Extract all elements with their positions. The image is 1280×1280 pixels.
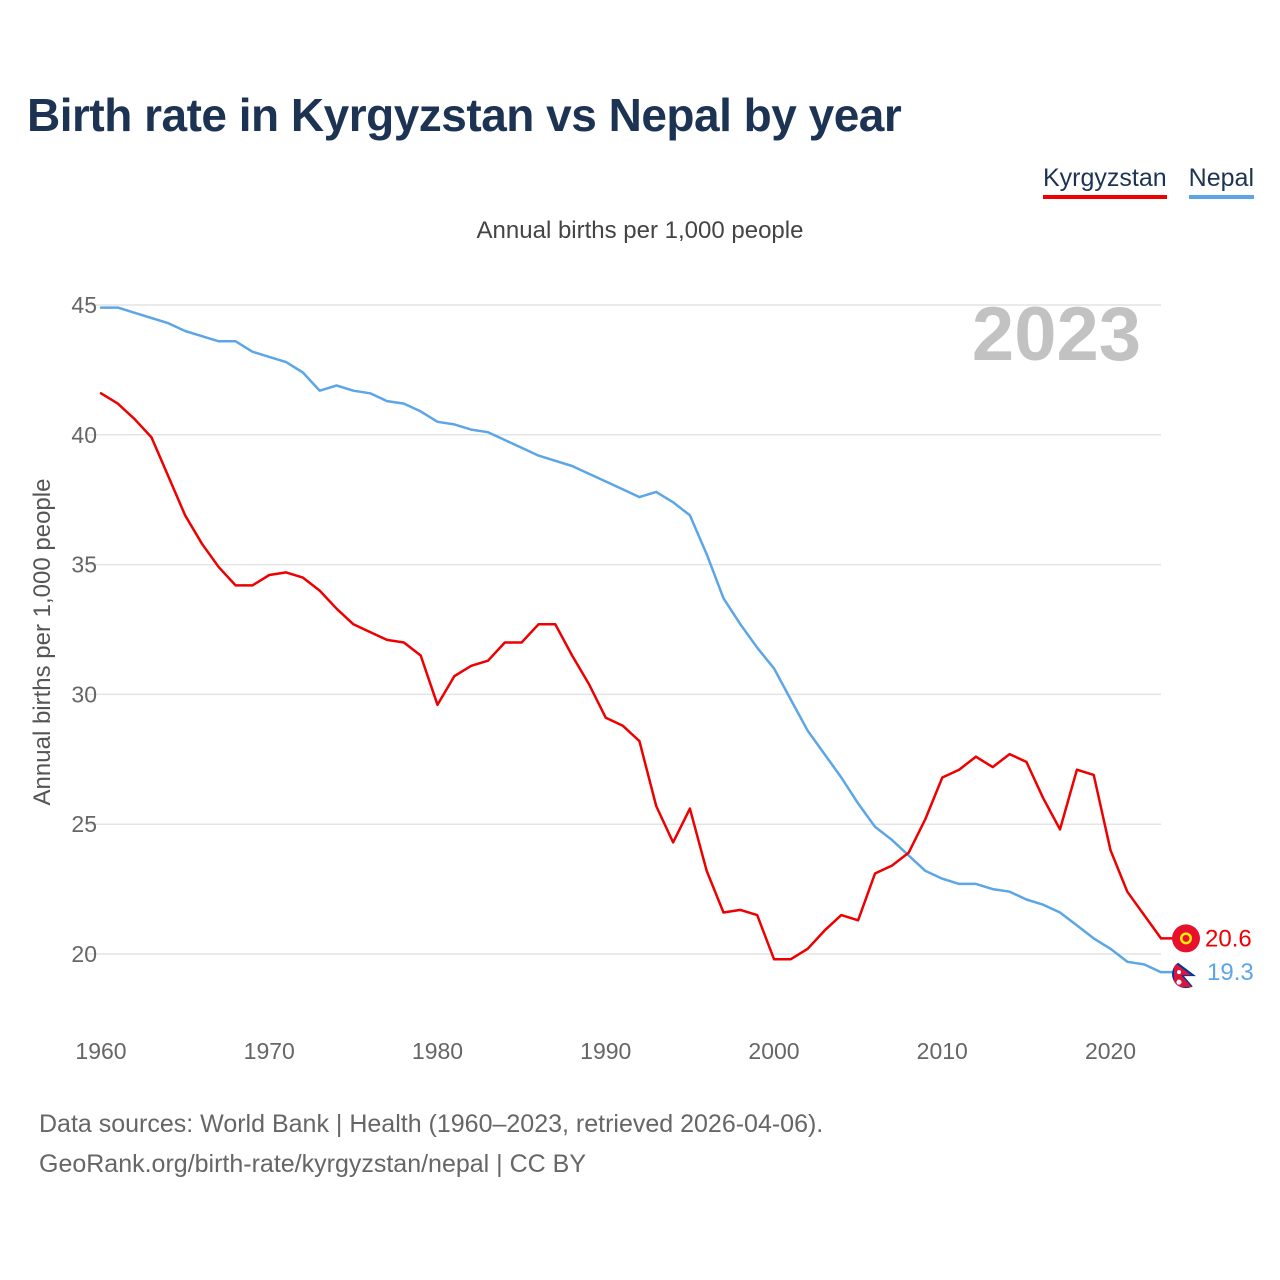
legend: Kyrgyzstan Nepal bbox=[1043, 164, 1254, 199]
series-line-nepal bbox=[99, 306, 1163, 974]
y-tick-label-30: 30 bbox=[71, 681, 97, 707]
chart-subtitle: Annual births per 1,000 people bbox=[476, 217, 804, 244]
kyrgyzstan-flag-icon bbox=[1172, 924, 1200, 953]
y-tick-label-20: 20 bbox=[71, 941, 97, 967]
y-tick-label-40: 40 bbox=[71, 422, 97, 448]
nepal-end-value-label: 19.3 bbox=[1207, 959, 1254, 986]
chart-title: Birth rate in Kyrgyzstan vs Nepal by yea… bbox=[27, 89, 902, 141]
x-tick-label-1980: 1980 bbox=[412, 1038, 463, 1064]
y-axis-title: Annual births per 1,000 people bbox=[29, 479, 56, 806]
x-tick-label-1960: 1960 bbox=[75, 1038, 126, 1064]
y-tick-label-25: 25 bbox=[71, 811, 97, 837]
x-tick-label-2000: 2000 bbox=[748, 1038, 799, 1064]
y-tick-label-45: 45 bbox=[71, 292, 97, 318]
footer: Data sources: World Bank | Health (1960–… bbox=[39, 1104, 823, 1184]
legend-item-nepal[interactable]: Nepal bbox=[1188, 164, 1254, 199]
x-tick-label-1990: 1990 bbox=[580, 1038, 631, 1064]
nepal-flag-icon bbox=[1172, 960, 1200, 989]
x-tick-label-2020: 2020 bbox=[1085, 1038, 1136, 1064]
legend-item-kyrgyzstan[interactable]: Kyrgyzstan bbox=[1043, 164, 1167, 199]
footer-attribution: GeoRank.org/birth-rate/kyrgyzstan/nepal … bbox=[39, 1150, 587, 1178]
kyrgyzstan-end-value-label: 20.6 bbox=[1205, 925, 1252, 952]
year-label: 2023 bbox=[972, 292, 1141, 377]
series-line-kyrgyzstan bbox=[99, 392, 1163, 961]
footer-sources: Data sources: World Bank | Health (1960–… bbox=[39, 1110, 824, 1138]
x-tick-label-2010: 2010 bbox=[917, 1038, 968, 1064]
x-tick-label-1970: 1970 bbox=[244, 1038, 295, 1064]
y-tick-label-35: 35 bbox=[71, 552, 97, 578]
